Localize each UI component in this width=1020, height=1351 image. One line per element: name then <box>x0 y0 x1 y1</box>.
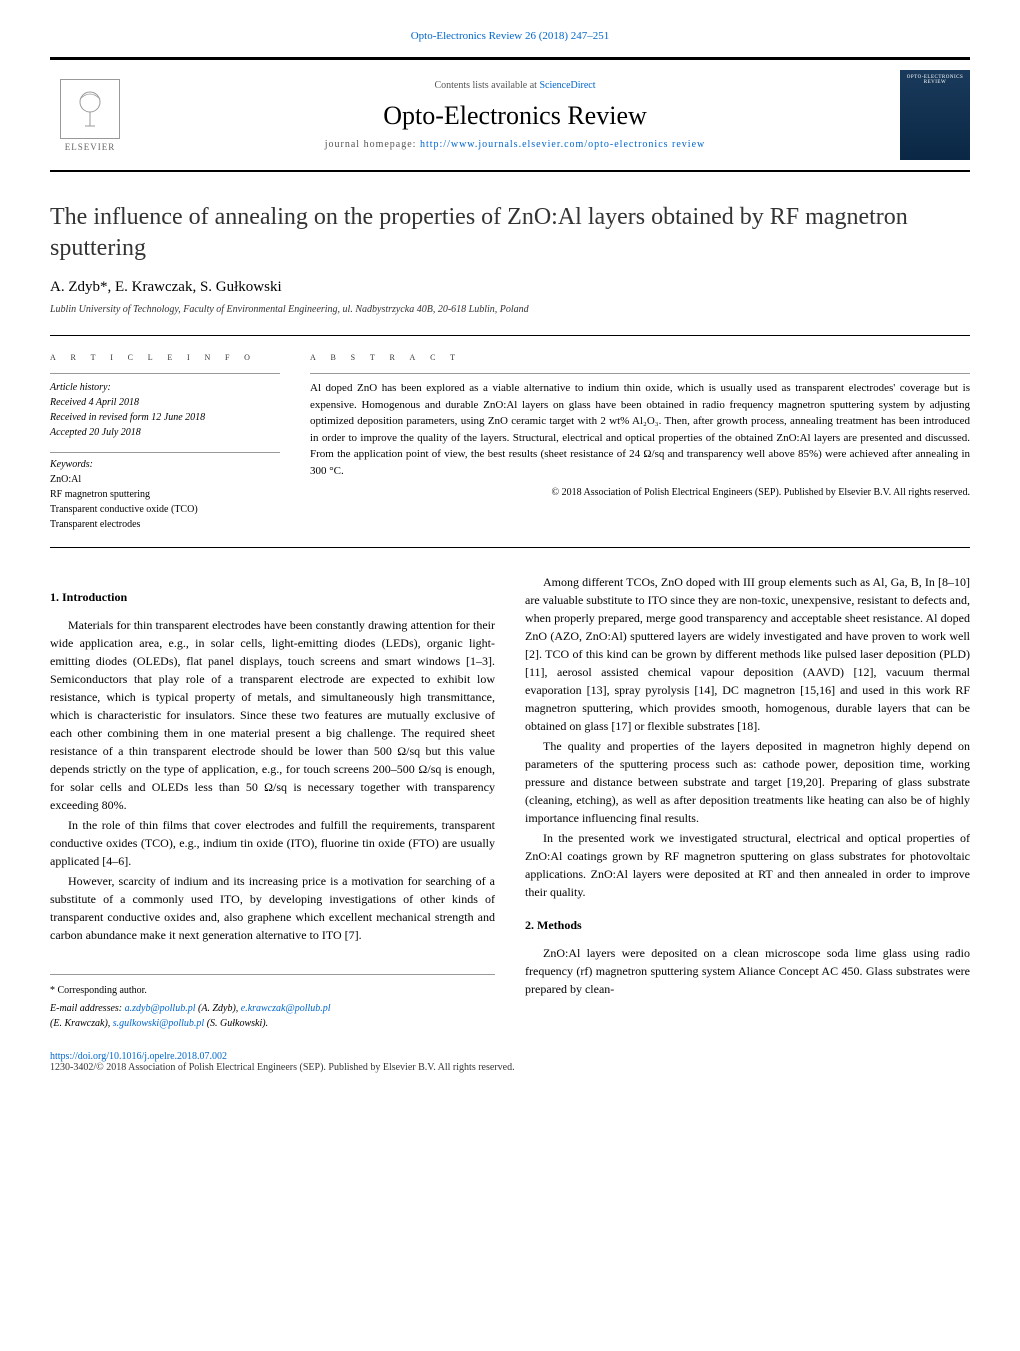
body-para: The quality and properties of the layers… <box>525 737 970 827</box>
homepage-prefix: journal homepage: <box>325 139 420 150</box>
left-column: 1. Introduction Materials for thin trans… <box>50 573 495 1031</box>
body-para: ZnO:Al layers were deposited on a clean … <box>525 944 970 998</box>
contents-prefix: Contents lists available at <box>434 80 539 91</box>
history-label: Article history: <box>50 380 280 395</box>
body-columns: 1. Introduction Materials for thin trans… <box>50 573 970 1031</box>
article-info: a r t i c l e i n f o Article history: R… <box>50 351 280 532</box>
emails-label: E-mail addresses: <box>50 1003 125 1014</box>
abstract-text: Al doped ZnO has been explored as a viab… <box>310 373 970 479</box>
journal-name: Opto-Electronics Review <box>130 101 900 131</box>
contents-available: Contents lists available at ScienceDirec… <box>130 80 900 91</box>
body-para: Among different TCOs, ZnO doped with III… <box>525 573 970 735</box>
keywords-block: Keywords: ZnO:Al RF magnetron sputtering… <box>50 452 280 532</box>
doi-block: https://doi.org/10.1016/j.opelre.2018.07… <box>50 1051 970 1073</box>
body-para: In the presented work we investigated st… <box>525 829 970 901</box>
body-para: In the role of thin films that cover ele… <box>50 816 495 870</box>
history-item: Accepted 20 July 2018 <box>50 425 280 440</box>
footer-block: * Corresponding author. E-mail addresses… <box>50 974 495 1031</box>
right-column: Among different TCOs, ZnO doped with III… <box>525 573 970 1031</box>
email-line: E-mail addresses: a.zdyb@pollub.pl (A. Z… <box>50 1001 495 1016</box>
history-block: Article history: Received 4 April 2018 R… <box>50 373 280 440</box>
email-link[interactable]: e.krawczak@pollub.pl <box>241 1003 331 1014</box>
elsevier-label: ELSEVIER <box>65 142 116 152</box>
email-link[interactable]: s.gulkowski@pollub.pl <box>113 1018 204 1029</box>
abstract-copyright: © 2018 Association of Polish Electrical … <box>310 487 970 498</box>
keyword: ZnO:Al <box>50 472 280 487</box>
journal-header-bar: ELSEVIER Contents lists available at Sci… <box>50 57 970 172</box>
section-1-title: 1. Introduction <box>50 588 495 606</box>
email-link[interactable]: a.zdyb@pollub.pl <box>125 1003 196 1014</box>
abstract-header: a b s t r a c t <box>310 351 970 363</box>
keyword: Transparent electrodes <box>50 517 280 532</box>
keyword: RF magnetron sputtering <box>50 487 280 502</box>
affiliation: Lublin University of Technology, Faculty… <box>50 304 970 315</box>
corresponding-author: * Corresponding author. <box>50 983 495 998</box>
article-info-header: a r t i c l e i n f o <box>50 351 280 363</box>
abstract-block: a b s t r a c t Al doped ZnO has been ex… <box>310 351 970 532</box>
journal-cover-thumb: OPTO-ELECTRONICS REVIEW <box>900 70 970 160</box>
article-title: The influence of annealing on the proper… <box>50 202 970 264</box>
email-name: (A. Zdyb), <box>196 1003 241 1014</box>
keywords-label: Keywords: <box>50 459 280 470</box>
cover-label-bottom: REVIEW <box>924 80 946 85</box>
header-citation: Opto-Electronics Review 26 (2018) 247–25… <box>50 30 970 42</box>
journal-center-header: Contents lists available at ScienceDirec… <box>130 80 900 150</box>
keyword: Transparent conductive oxide (TCO) <box>50 502 280 517</box>
sciencedirect-link[interactable]: ScienceDirect <box>539 80 595 91</box>
info-abstract-row: a r t i c l e i n f o Article history: R… <box>50 335 970 548</box>
issn-line: 1230-3402/© 2018 Association of Polish E… <box>50 1062 970 1073</box>
email-name: (E. Krawczak), <box>50 1018 113 1029</box>
elsevier-tree-icon <box>60 79 120 139</box>
body-para: However, scarcity of indium and its incr… <box>50 872 495 944</box>
email-line-2: (E. Krawczak), s.gulkowski@pollub.pl (S.… <box>50 1016 495 1031</box>
elsevier-logo: ELSEVIER <box>50 70 130 160</box>
history-item: Received in revised form 12 June 2018 <box>50 410 280 425</box>
authors: A. Zdyb*, E. Krawczak, S. Gułkowski <box>50 279 970 296</box>
body-para: Materials for thin transparent electrode… <box>50 616 495 814</box>
homepage-link[interactable]: http://www.journals.elsevier.com/opto-el… <box>420 139 705 150</box>
section-2-title: 2. Methods <box>525 916 970 934</box>
history-item: Received 4 April 2018 <box>50 395 280 410</box>
doi-link[interactable]: https://doi.org/10.1016/j.opelre.2018.07… <box>50 1051 227 1062</box>
email-name: (S. Gułkowski). <box>204 1018 268 1029</box>
journal-homepage: journal homepage: http://www.journals.el… <box>130 139 900 150</box>
